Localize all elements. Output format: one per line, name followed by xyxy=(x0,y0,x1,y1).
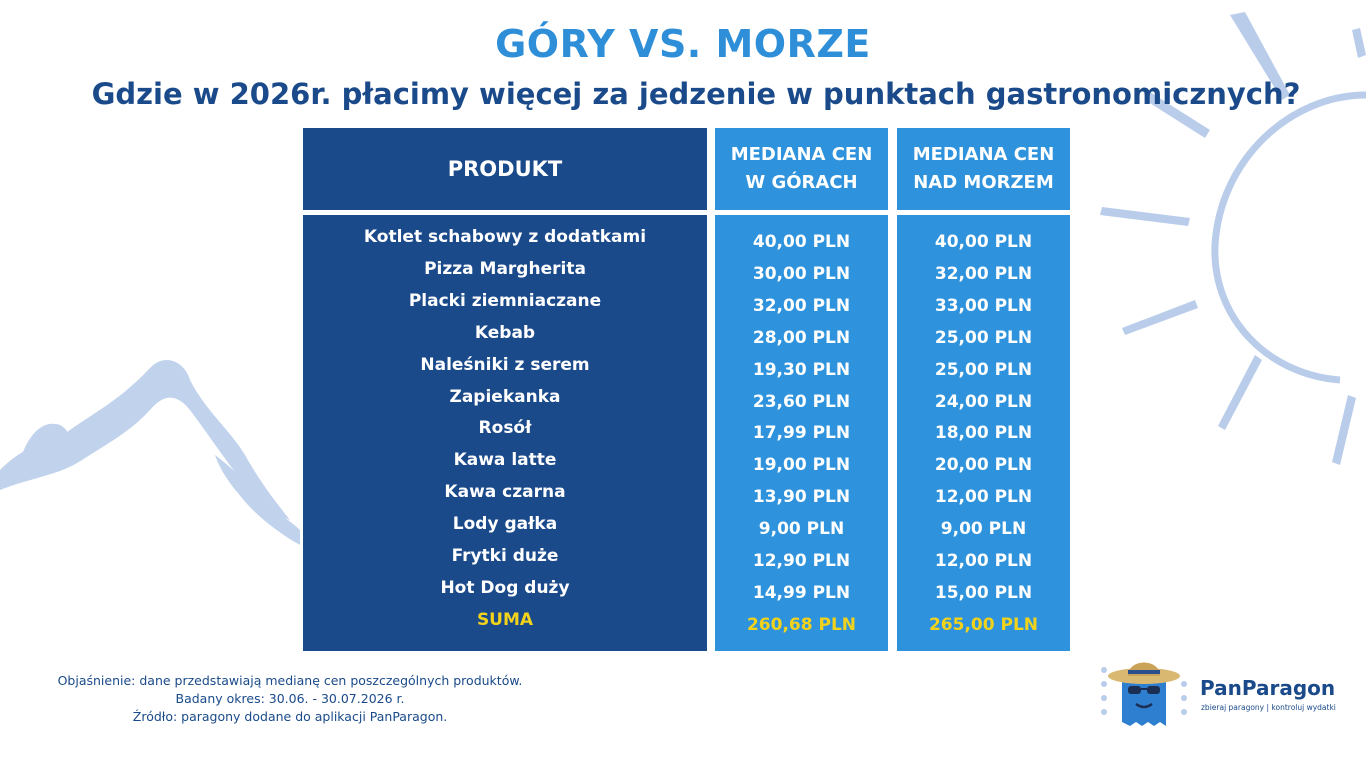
note-period: Badany okres: 30.06. - 30.07.2026 r. xyxy=(175,691,405,706)
product-cell: Hot Dog duży xyxy=(440,577,570,598)
sea-price-cell: 15,00 PLN xyxy=(934,582,1033,603)
header-sea-line2: NAD MORZEM xyxy=(913,172,1054,193)
brand-tagline: zbieraj paragony | kontroluj wydatki xyxy=(1201,703,1336,712)
product-cell: Zapiekanka xyxy=(449,386,561,407)
mountains-price-cell: 30,00 PLN xyxy=(752,263,851,284)
product-column: Kotlet schabowy z dodatkami Pizza Margher… xyxy=(303,215,707,651)
header-product: PRODUKT xyxy=(303,128,707,210)
note-source: Źródło: paragony dodane do aplikacji Pan… xyxy=(132,709,448,724)
sum-mountains-price-cell: 260,68 PLN xyxy=(746,614,857,635)
product-cell: Pizza Margherita xyxy=(424,258,586,279)
sea-price-cell: 25,00 PLN xyxy=(934,327,1033,348)
header-mountains: MEDIANA CEN W GÓRACH xyxy=(715,128,888,210)
mountains-price-cell: 19,00 PLN xyxy=(752,455,851,476)
mountains-price-cell: 14,99 PLN xyxy=(752,582,851,603)
mountains-price-cell: 19,30 PLN xyxy=(752,359,851,380)
header-mountains-line1: MEDIANA CEN xyxy=(730,144,873,165)
sea-price-cell: 32,00 PLN xyxy=(934,263,1033,284)
header-product-label: PRODUKT xyxy=(447,157,563,181)
product-cell: Kebab xyxy=(474,322,536,343)
product-cell: Rosół xyxy=(478,418,532,439)
sea-price-cell: 24,00 PLN xyxy=(934,391,1033,412)
product-cell: Lody gałka xyxy=(452,514,558,535)
sea-price-cell: 40,00 PLN xyxy=(934,232,1033,252)
note-explanation: Objaśnienie: dane przedstawiają medianę … xyxy=(57,673,523,688)
brand-name: PanParagon xyxy=(1200,676,1336,700)
sun-illustration xyxy=(1211,91,1366,384)
sea-price-cell: 12,00 PLN xyxy=(934,487,1033,508)
sea-price-cell: 20,00 PLN xyxy=(934,455,1033,476)
mountains-price-cell: 32,00 PLN xyxy=(752,295,851,316)
header-sea: MEDIANA CEN NAD MORZEM xyxy=(897,128,1070,210)
mountains-column: 40,00 PLN 30,00 PLN 32,00 PLN 28,00 PLN 19,3… xyxy=(715,215,888,651)
product-cell: Kawa czarna xyxy=(444,482,566,503)
sea-price-cell: 18,00 PLN xyxy=(934,423,1033,444)
product-cell: Placki ziemniaczane xyxy=(408,290,602,311)
sun-rays xyxy=(1100,12,1366,465)
sea-column: 40,00 PLN 32,00 PLN 33,00 PLN 25,00 PLN 25,0… xyxy=(897,215,1070,651)
header-sea-line1: MEDIANA CEN xyxy=(912,144,1055,165)
mountains-price-cell: 13,90 PLN xyxy=(752,487,851,508)
chart-title: GÓRY VS. MORZE xyxy=(495,22,871,66)
product-cell: Frytki duże xyxy=(451,546,559,566)
footnotes: Objaśnienie: dane przedstawiają medianę … xyxy=(30,672,550,726)
chart-subtitle: Gdzie w 2026r. płacimy więcej za jedzeni… xyxy=(91,77,1301,111)
mountains-illustration xyxy=(0,359,300,545)
sea-price-cell: 9,00 PLN xyxy=(940,519,1027,540)
panparagon-mascot-logo xyxy=(1101,662,1187,726)
product-cell: Naleśniki z serem xyxy=(420,354,590,375)
sea-price-cell: 25,00 PLN xyxy=(934,359,1033,380)
sum-sea-price-cell: 265,00 PLN xyxy=(928,614,1039,635)
header-mountains-line2: W GÓRACH xyxy=(745,172,858,193)
sea-price-cell: 33,00 PLN xyxy=(934,295,1033,316)
sea-price-cell: 12,00 PLN xyxy=(934,551,1033,571)
mountains-price-cell: 17,99 PLN xyxy=(752,423,851,444)
mountains-price-cell: 40,00 PLN xyxy=(752,232,851,252)
mountains-price-cell: 12,90 PLN xyxy=(752,551,851,571)
mountains-price-cell: 23,60 PLN xyxy=(752,391,851,412)
sum-product-cell: SUMA xyxy=(476,609,534,630)
mountains-price-cell: 9,00 PLN xyxy=(758,519,845,540)
product-cell: Kotlet schabowy z dodatkami xyxy=(363,227,647,247)
product-cell: Kawa latte xyxy=(453,450,557,471)
mountains-price-cell: 28,00 PLN xyxy=(752,327,851,348)
